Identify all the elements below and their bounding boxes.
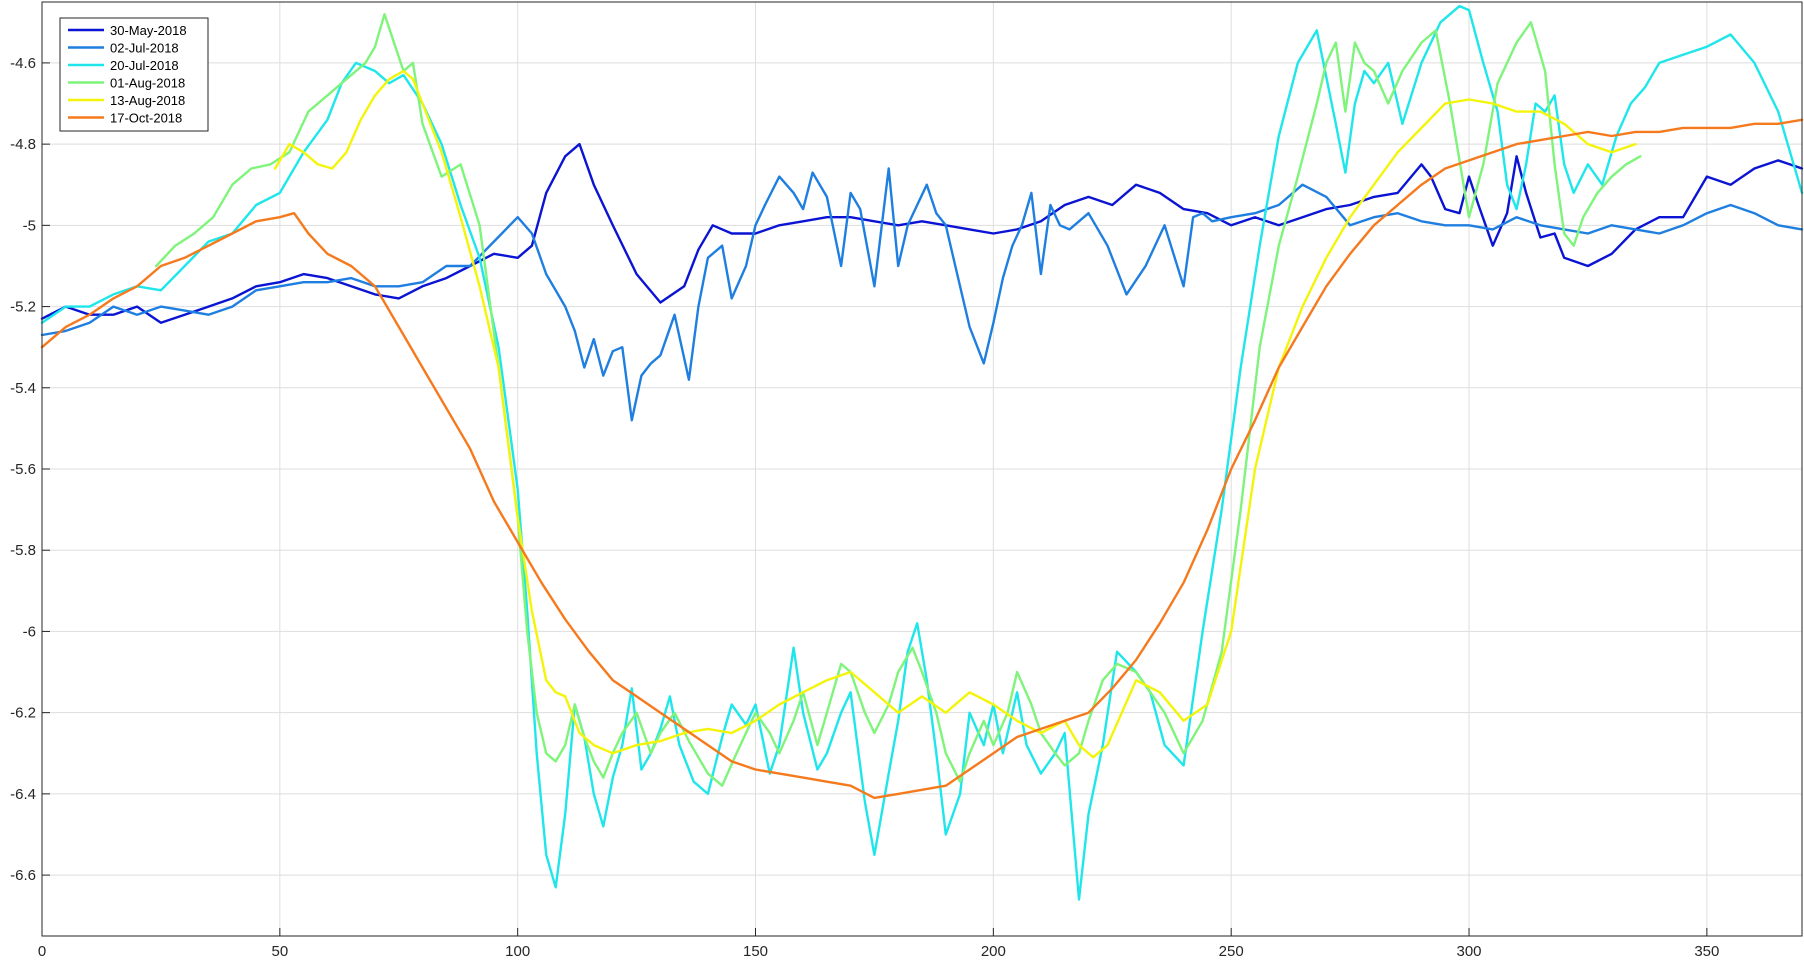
y-tick-label: -5.4 bbox=[10, 380, 36, 397]
legend-label: 01-Aug-2018 bbox=[110, 76, 185, 91]
series-lines bbox=[40, 4, 1804, 901]
legend-label: 13-Aug-2018 bbox=[110, 93, 185, 108]
y-tick-label: -6.6 bbox=[10, 867, 36, 884]
y-tick-label: -5.2 bbox=[10, 299, 36, 316]
series-line-2 bbox=[40, 167, 1804, 422]
y-tick-label: -6 bbox=[23, 623, 36, 640]
x-tick-label: 250 bbox=[1219, 943, 1244, 960]
series-line-6 bbox=[40, 118, 1804, 800]
x-tick-label: 300 bbox=[1457, 943, 1482, 960]
legend-box bbox=[59, 17, 209, 132]
y-tick-label: -6.4 bbox=[10, 786, 36, 803]
y-tick-label: -5.8 bbox=[10, 542, 36, 559]
x-tick-label: 0 bbox=[38, 943, 46, 960]
legend: 30-May-2018 02-Jul-2018 20-Jul-2018 01-Aug-… bbox=[59, 17, 209, 132]
tick-labels: 0 50 100 150 200 250 300 350 -6.6 -6.4 -6.2 -6 -5.8 -… bbox=[10, 55, 1719, 960]
y-tick-label: -5.6 bbox=[10, 461, 36, 478]
legend-label: 20-Jul-2018 bbox=[110, 58, 179, 73]
x-tick-label: 350 bbox=[1694, 943, 1719, 960]
series-line-1 bbox=[40, 142, 1804, 324]
series-line-4 bbox=[154, 12, 1642, 787]
x-tick-label: 150 bbox=[743, 943, 768, 960]
y-tick-label: -4.6 bbox=[10, 55, 36, 72]
series-line-5 bbox=[273, 69, 1637, 759]
legend-label: 02-Jul-2018 bbox=[110, 41, 179, 56]
y-tick-label: -5 bbox=[23, 217, 36, 234]
grid-lines bbox=[41, 2, 1802, 936]
x-tick-label: 200 bbox=[981, 943, 1006, 960]
y-tick-label: -4.8 bbox=[10, 136, 36, 153]
x-tick-label: 50 bbox=[271, 943, 288, 960]
legend-label: 17-Oct-2018 bbox=[110, 111, 182, 126]
legend-label: 30-May-2018 bbox=[110, 23, 187, 38]
y-tick-label: -6.2 bbox=[10, 705, 36, 722]
x-tick-label: 100 bbox=[505, 943, 530, 960]
